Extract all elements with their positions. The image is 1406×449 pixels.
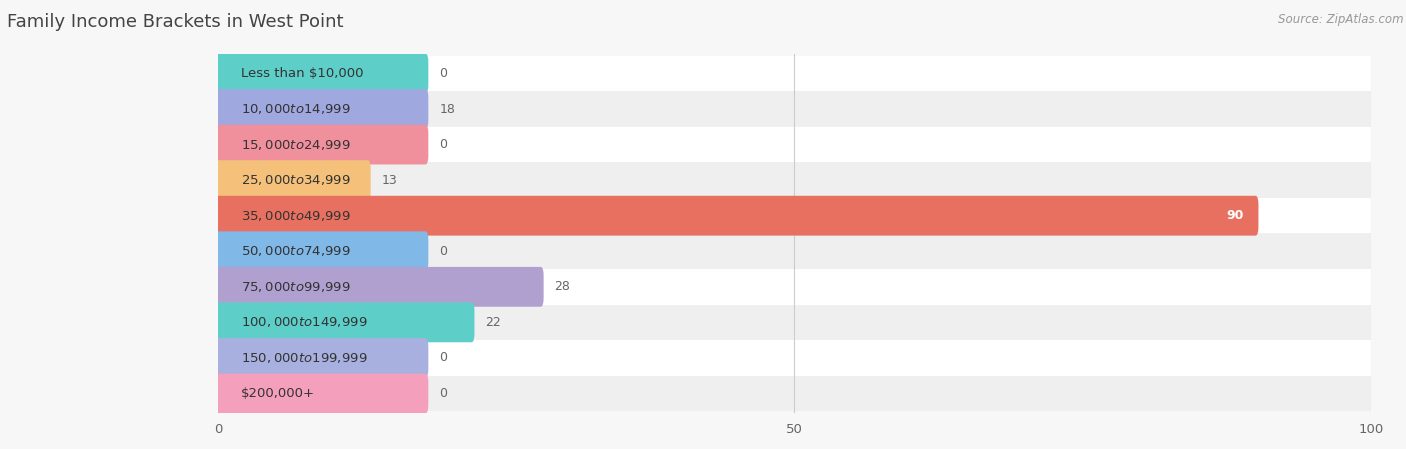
Bar (218, 91, 1371, 127)
Text: 13: 13 (381, 174, 398, 187)
FancyBboxPatch shape (215, 303, 474, 342)
FancyBboxPatch shape (215, 267, 544, 307)
Text: 0: 0 (439, 67, 447, 80)
Bar (218, 376, 1371, 411)
FancyBboxPatch shape (215, 196, 1258, 236)
Text: $25,000 to $34,999: $25,000 to $34,999 (240, 173, 350, 187)
Text: 22: 22 (485, 316, 501, 329)
Text: 0: 0 (439, 245, 447, 258)
Text: Family Income Brackets in West Point: Family Income Brackets in West Point (7, 13, 343, 31)
Bar (218, 163, 1371, 198)
Bar (218, 340, 1371, 376)
Text: $35,000 to $49,999: $35,000 to $49,999 (240, 209, 350, 223)
Text: $10,000 to $14,999: $10,000 to $14,999 (240, 102, 350, 116)
Text: $200,000+: $200,000+ (240, 387, 315, 400)
FancyBboxPatch shape (215, 53, 429, 93)
Text: 0: 0 (439, 352, 447, 365)
FancyBboxPatch shape (215, 160, 371, 200)
FancyBboxPatch shape (215, 89, 429, 129)
Text: $100,000 to $149,999: $100,000 to $149,999 (240, 315, 367, 330)
FancyBboxPatch shape (215, 125, 429, 164)
Text: $75,000 to $99,999: $75,000 to $99,999 (240, 280, 350, 294)
Bar (218, 304, 1371, 340)
Text: $150,000 to $199,999: $150,000 to $199,999 (240, 351, 367, 365)
Text: 28: 28 (554, 280, 571, 293)
Text: $15,000 to $24,999: $15,000 to $24,999 (240, 137, 350, 152)
Text: Source: ZipAtlas.com: Source: ZipAtlas.com (1278, 13, 1403, 26)
FancyBboxPatch shape (215, 338, 429, 378)
Text: 18: 18 (439, 102, 456, 115)
FancyBboxPatch shape (215, 231, 429, 271)
Bar (218, 233, 1371, 269)
Bar (218, 56, 1371, 91)
Text: 90: 90 (1226, 209, 1244, 222)
Text: 0: 0 (439, 387, 447, 400)
Bar (218, 198, 1371, 233)
FancyBboxPatch shape (215, 374, 429, 414)
Text: $50,000 to $74,999: $50,000 to $74,999 (240, 244, 350, 258)
Text: Less than $10,000: Less than $10,000 (240, 67, 364, 80)
Text: 0: 0 (439, 138, 447, 151)
Bar (218, 269, 1371, 304)
Bar (218, 127, 1371, 163)
